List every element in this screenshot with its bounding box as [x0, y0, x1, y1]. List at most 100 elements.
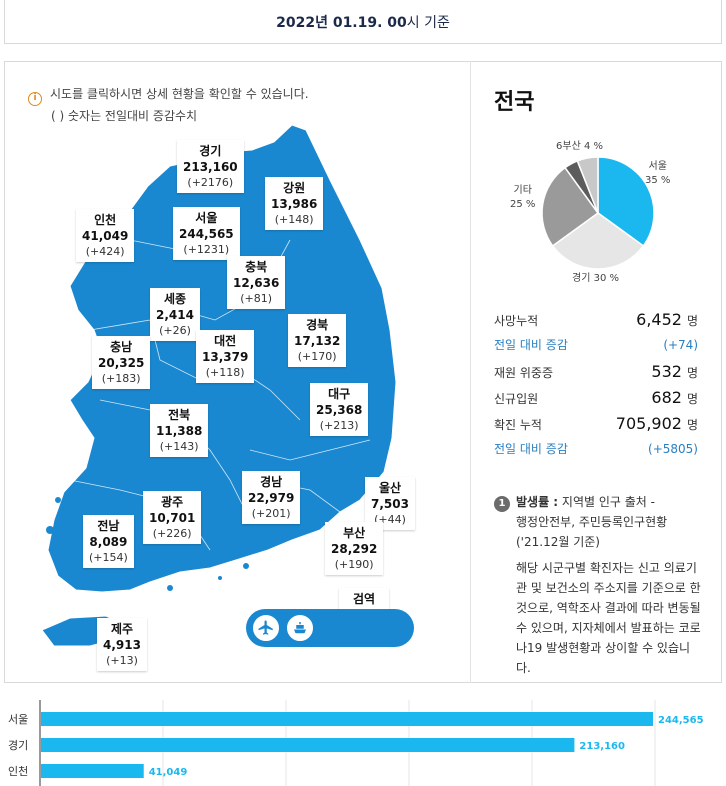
- stat-key: 전일 대비 증감: [494, 338, 568, 352]
- region-diff: (+13): [106, 654, 138, 667]
- region-label[interactable]: 대구 25,368 (+213): [310, 383, 369, 436]
- status-panel: [4, 61, 722, 683]
- region-diff: (+154): [89, 551, 128, 564]
- stat-key: 신규입원: [494, 392, 539, 406]
- region-count: 22,979: [248, 491, 295, 505]
- region-count: 17,132: [294, 334, 341, 348]
- region-label[interactable]: 충남 20,325 (+183): [92, 336, 151, 389]
- stat-key: 재원 위중증: [494, 366, 554, 380]
- region-name: 대전: [214, 334, 237, 348]
- region-name: 울산: [378, 481, 402, 495]
- info-icon: i: [28, 92, 42, 106]
- region-label[interactable]: 경남 22,979 (+201): [242, 471, 301, 524]
- region-count: 244,565: [179, 227, 234, 241]
- region-label[interactable]: 충북 12,636 (+81): [227, 256, 286, 309]
- region-name: 인천: [94, 213, 117, 227]
- region-count: 11,388: [156, 424, 203, 438]
- airplane-icon[interactable]: [251, 613, 281, 643]
- region-name: 전남: [97, 519, 120, 533]
- region-label[interactable]: 대전 13,379 (+118): [196, 330, 255, 383]
- region-diff: (+148): [274, 213, 314, 226]
- region-name: 경남: [260, 475, 283, 489]
- stat-row: 신규입원 682 명: [494, 388, 698, 414]
- pie-slice: [576, 156, 599, 214]
- stat-key: 전일 대비 증감: [494, 442, 568, 456]
- stat-value: (+74): [663, 338, 698, 352]
- region-share-pie: [541, 156, 655, 270]
- region-label[interactable]: 경기 213,160 (+2176): [177, 140, 244, 193]
- national-title: 전국: [494, 90, 535, 115]
- bar-value-label: 41,049: [149, 767, 188, 778]
- region-label[interactable]: 세종 2,414 (+26): [150, 288, 200, 341]
- region-label[interactable]: 전북 11,388 (+143): [150, 404, 209, 457]
- stat-row: 재원 위중증 532 명: [494, 362, 698, 388]
- ship-icon[interactable]: [285, 613, 315, 643]
- region-diff: (+190): [334, 558, 374, 571]
- region-label[interactable]: 인천 41,049 (+424): [76, 209, 135, 262]
- region-count: 13,379: [202, 350, 249, 364]
- region-name: 제주: [110, 622, 134, 636]
- pie-label-seoul: 서울 35 %: [645, 161, 671, 186]
- stat-row: 확진 누적 705,902 명: [494, 414, 698, 440]
- region-count: 2,414: [156, 308, 194, 322]
- region-diff: (+424): [85, 245, 125, 258]
- region-diff: (+143): [159, 440, 199, 453]
- region-name: 세종: [163, 292, 187, 306]
- stat-value: 532 명: [651, 362, 698, 381]
- region-name: 전북: [168, 408, 191, 422]
- region-name: 대구: [328, 387, 351, 401]
- bar: [41, 712, 653, 726]
- region-label[interactable]: 제주 4,913 (+13): [97, 618, 147, 671]
- pie-label-busan: 6부산 4 %: [556, 141, 604, 152]
- footnote-number: 1: [494, 496, 510, 512]
- region-label[interactable]: 광주 10,701 (+226): [143, 491, 202, 544]
- bar-value-label: 244,565: [658, 715, 704, 726]
- stat-row: 전일 대비 증감 (+5805): [494, 440, 698, 466]
- region-diff: (+2176): [187, 176, 234, 189]
- bar-category-label: 경기: [8, 739, 28, 752]
- region-name: 광주: [161, 495, 184, 509]
- region-name: 부산: [343, 526, 366, 540]
- stat-row: 사망누적 6,452 명: [494, 310, 698, 336]
- stat-key: 사망누적: [494, 314, 539, 328]
- region-label[interactable]: 울산 7,503 (+44): [365, 477, 415, 530]
- region-count: 13,986: [271, 197, 318, 211]
- region-count: 213,160: [183, 160, 238, 174]
- stat-value: 6,452 명: [636, 310, 698, 329]
- reference-date: 2022년 01.19. 00 시 기준: [4, 0, 722, 44]
- pie-label-etc: 기타 25 %: [510, 185, 536, 210]
- pie-slice: [541, 166, 600, 247]
- footnote: 1 발생률 : 지역별 인구 출처 - 행정안전부, 주민등록인구현황 ('21.…: [494, 492, 704, 678]
- stat-key: 확진 누적: [494, 418, 542, 432]
- region-bar-chart: 서울 244,565 경기 213,160 인천 41,049: [8, 700, 704, 786]
- region-count: 12,636: [233, 276, 280, 290]
- pie-slice: [597, 156, 655, 247]
- region-count: 20,325: [98, 356, 145, 370]
- region-name: 충북: [245, 260, 268, 274]
- region-label[interactable]: 서울 244,565 (+1231): [173, 207, 240, 260]
- footnote-text: 해당 시군구별 확진자는 신고 의료기관 및 보건소의 주소지를 기준으로 한 …: [516, 561, 701, 675]
- region-name: 경기: [199, 144, 222, 158]
- region-label[interactable]: 강원 13,986 (+148): [265, 177, 324, 230]
- panel-divider: [470, 61, 471, 683]
- quarantine-pill[interactable]: [246, 609, 414, 647]
- region-count: 8,089: [89, 535, 128, 549]
- pie-label-gyeonggi: 경기 30 %: [572, 273, 619, 284]
- region-diff: (+118): [205, 366, 245, 379]
- map-notice: i 시도를 클릭하시면 상세 현황을 확인할 수 있습니다. ( ) 숫자는 전일…: [28, 84, 309, 126]
- pie-slice: [551, 212, 645, 270]
- region-count: 25,368: [316, 403, 363, 417]
- bar-value-label: 213,160: [579, 741, 625, 752]
- region-count: 41,049: [82, 229, 129, 243]
- stat-row: 전일 대비 증감 (+74): [494, 336, 698, 362]
- region-label[interactable]: 전남 8,089 (+154): [83, 515, 134, 568]
- region-label[interactable]: 부산 28,292 (+190): [325, 522, 384, 575]
- region-diff: (+213): [319, 419, 359, 432]
- bar: [41, 738, 575, 752]
- region-diff: (+226): [152, 527, 192, 540]
- region-diff: (+1231): [183, 243, 230, 256]
- korea-map[interactable]: [30, 120, 430, 660]
- region-diff: (+183): [101, 372, 141, 385]
- region-label[interactable]: 경북 17,132 (+170): [288, 314, 347, 367]
